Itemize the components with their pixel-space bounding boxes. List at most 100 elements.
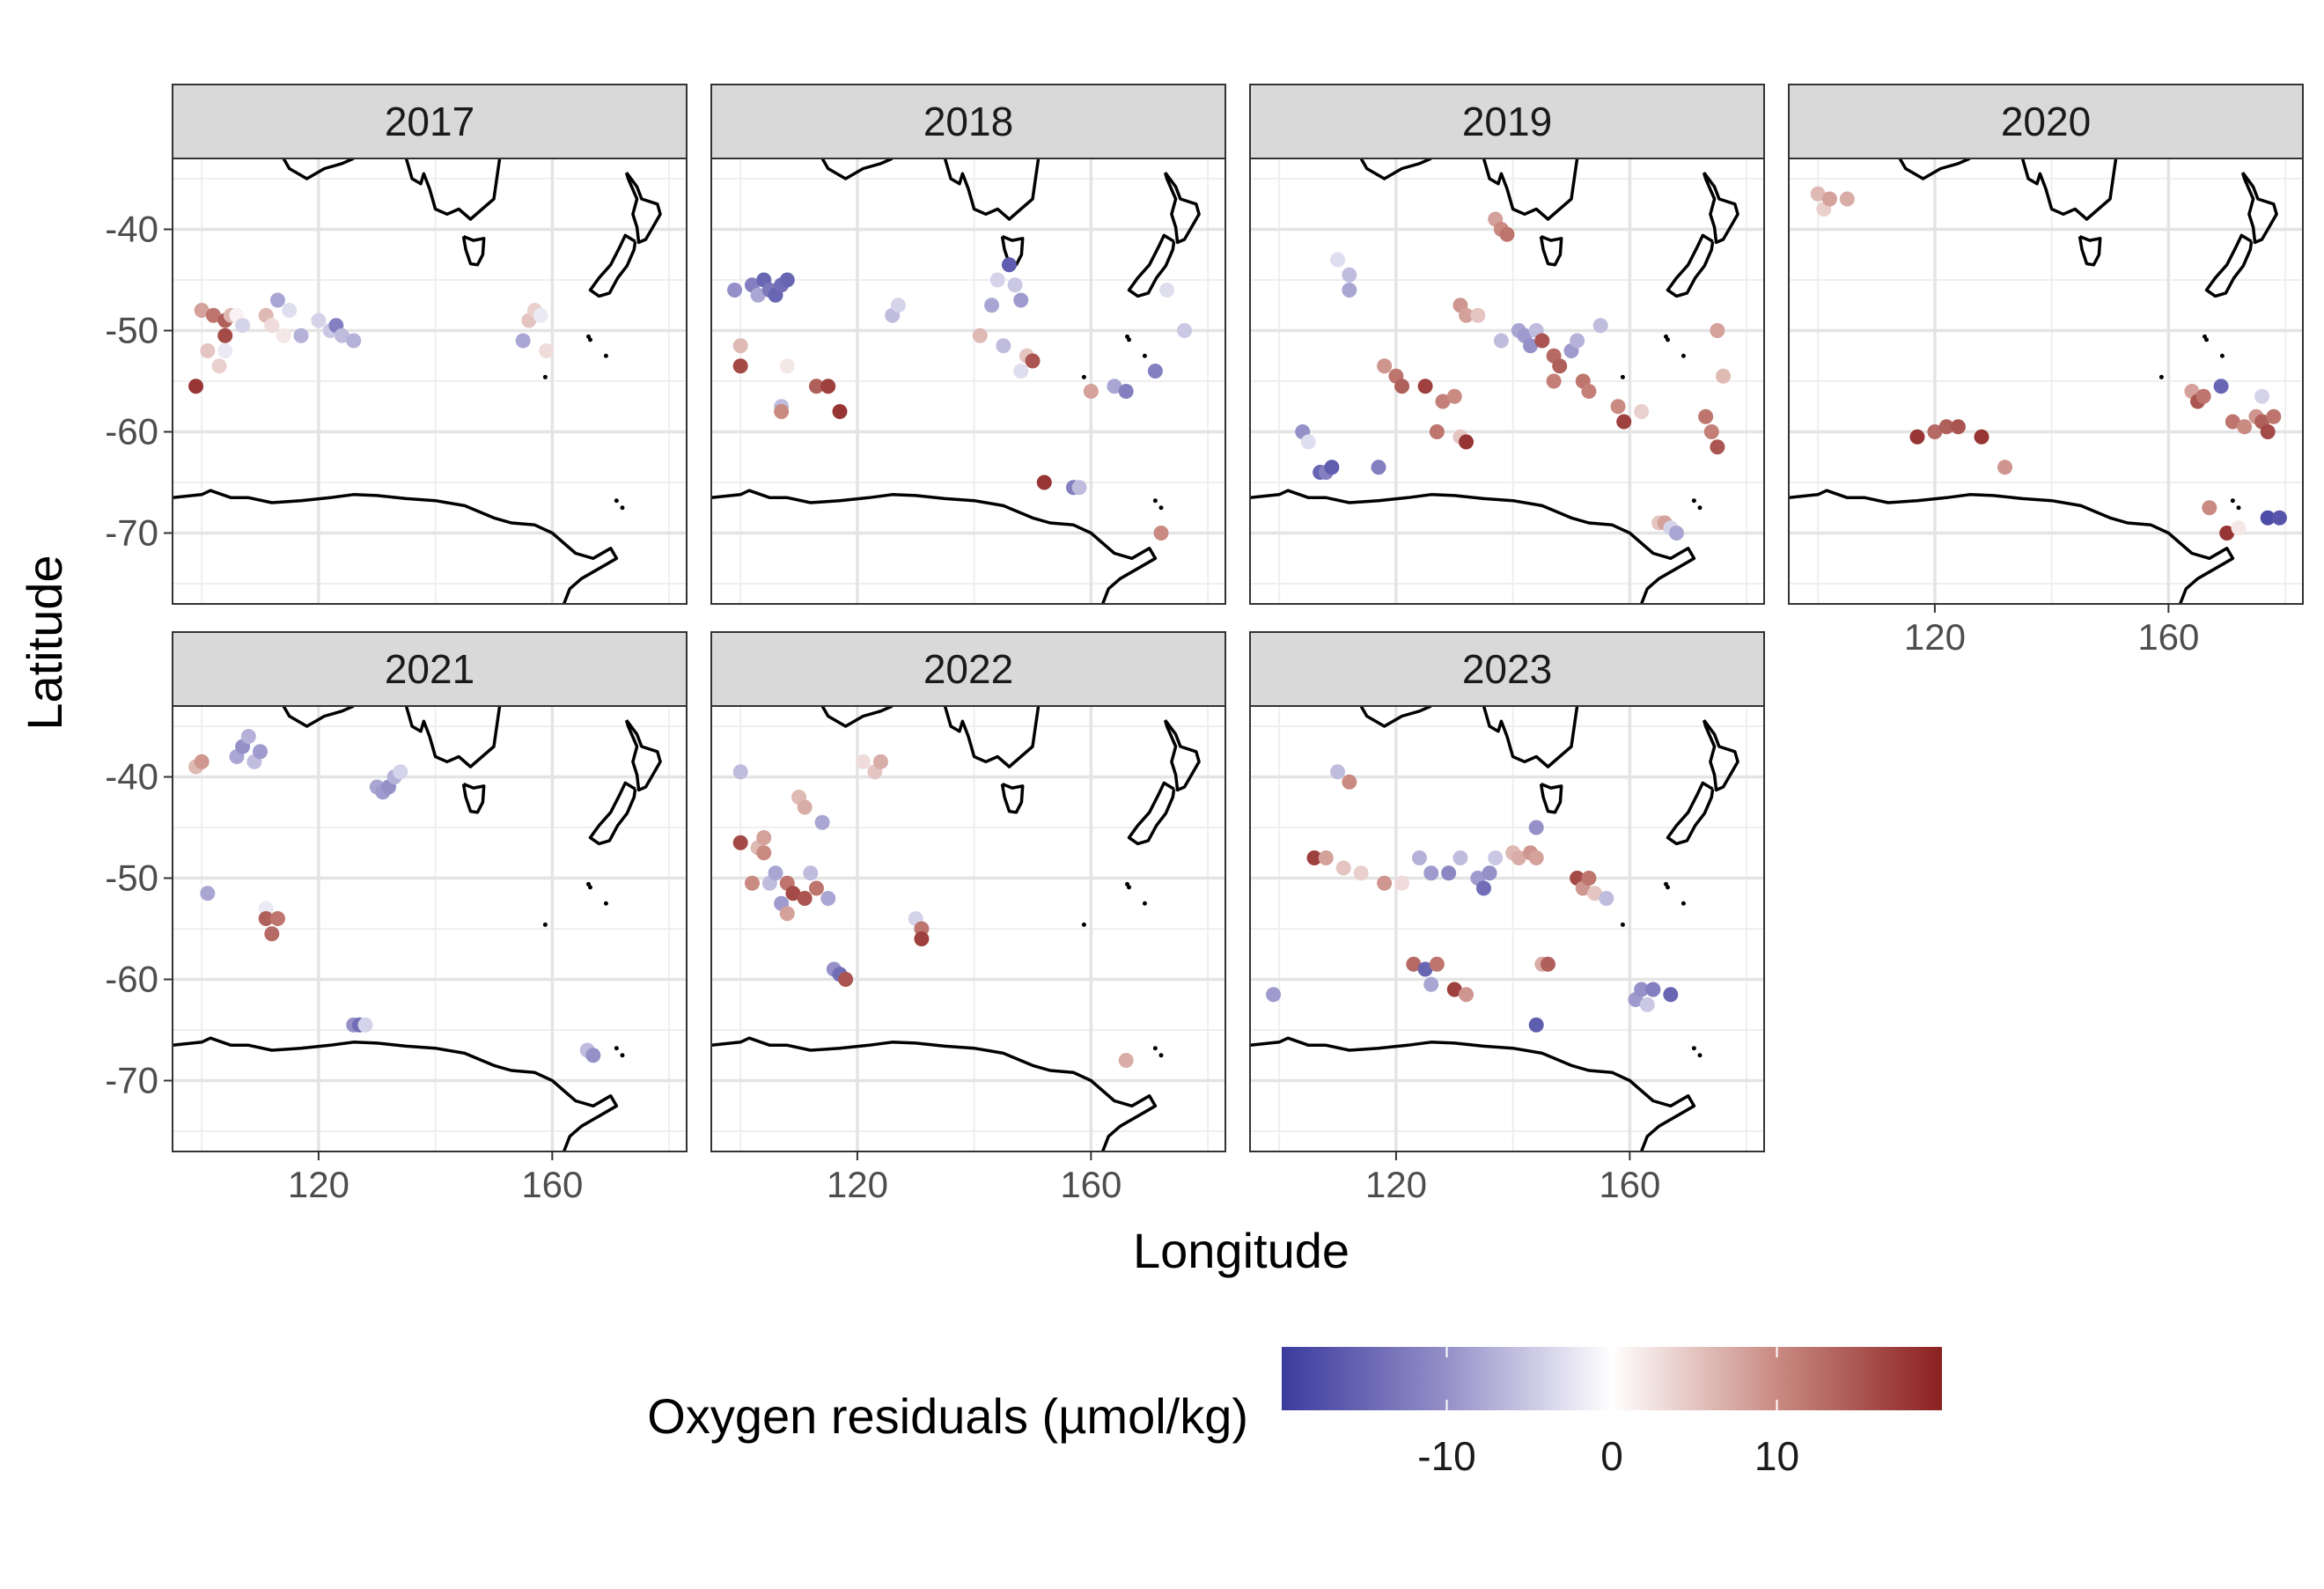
data-point — [2231, 520, 2247, 536]
facet-strip-label: 2023 — [1462, 646, 1552, 692]
coastline-australia-south — [820, 158, 894, 180]
coastline-nz-north — [1702, 172, 1739, 245]
facet-strip-label: 2017 — [385, 99, 474, 144]
island — [1127, 337, 1131, 342]
data-point — [2254, 388, 2270, 404]
data-point — [1342, 267, 1357, 283]
coastline-antarctica — [1789, 489, 2235, 604]
data-point — [1528, 850, 1544, 865]
legend-title: Oxygen residuals (µmol/kg) — [647, 1388, 1248, 1444]
island — [542, 374, 548, 379]
data-point — [756, 830, 772, 845]
coastline-tasmania — [2078, 234, 2102, 267]
facet-panel-2021: 2021 -40 -50 -60 -70 120 160 — [105, 631, 688, 1205]
data-point — [235, 318, 251, 334]
coastline-antarctica — [1250, 489, 1696, 604]
data-point — [240, 729, 256, 744]
coastline-nz-north — [624, 172, 662, 245]
island — [1680, 901, 1686, 906]
island — [588, 885, 592, 890]
coastline-nz-north — [624, 719, 662, 792]
data-point — [1710, 323, 1725, 338]
data-point — [1540, 956, 1555, 972]
data-point — [838, 972, 854, 987]
data-point — [217, 343, 233, 358]
data-point — [269, 292, 285, 308]
panel-border — [172, 158, 688, 605]
data-point — [1429, 424, 1445, 439]
facet-strip — [1249, 84, 1765, 159]
data-point — [1377, 358, 1393, 374]
panel-border — [172, 705, 688, 1152]
colorbar-tick-label: 10 — [1754, 1433, 1799, 1479]
data-point — [194, 303, 210, 318]
data-point — [1446, 388, 1462, 404]
coastline-tasmania — [1539, 234, 1563, 267]
data-point — [1342, 774, 1357, 790]
coastline-antarctica — [711, 1036, 1158, 1151]
x-tick-label: 160 — [1060, 1164, 1122, 1205]
data-point — [1839, 191, 1855, 207]
data-point — [357, 1017, 373, 1033]
data-point — [276, 327, 291, 343]
data-point — [1938, 419, 1954, 435]
data-point — [515, 333, 531, 349]
data-point — [1499, 226, 1515, 242]
facet-strip — [172, 84, 688, 159]
data-point — [1534, 333, 1550, 349]
data-point — [1435, 394, 1451, 409]
island — [1666, 885, 1670, 890]
coastline-nz-south — [1666, 781, 1715, 846]
island — [614, 498, 619, 504]
data-point — [914, 931, 930, 946]
facet-strip-label: 2018 — [923, 99, 1013, 144]
panel-border — [710, 158, 1226, 605]
data-point — [2260, 424, 2276, 439]
data-point — [1335, 860, 1351, 876]
data-point — [803, 865, 819, 881]
data-point — [200, 343, 216, 358]
panel-content — [173, 706, 687, 1151]
data-point — [1107, 379, 1122, 394]
data-point — [1950, 419, 1966, 435]
data-point — [1997, 460, 2013, 475]
data-point — [1587, 886, 1603, 901]
data-point — [585, 1048, 601, 1063]
data-point — [188, 379, 204, 394]
y-tick-label: -40 — [105, 209, 158, 250]
data-point — [539, 343, 555, 358]
coastline-antarctica — [173, 489, 619, 604]
panel-content — [173, 158, 687, 604]
data-point — [1668, 526, 1684, 541]
data-point — [820, 379, 836, 394]
facet-strip-label: 2021 — [385, 646, 474, 692]
coastline-australia-east — [943, 706, 1041, 769]
coastline-australia-south — [1898, 158, 1971, 180]
data-point — [258, 911, 274, 926]
y-tick-label: -40 — [105, 756, 158, 798]
data-point — [1810, 186, 1826, 202]
data-point — [1645, 982, 1661, 997]
data-point — [984, 298, 1000, 313]
data-point — [533, 307, 548, 323]
data-point — [779, 906, 795, 922]
data-point — [293, 327, 309, 343]
data-point — [732, 358, 748, 374]
data-point — [1406, 956, 1422, 972]
data-point — [1153, 526, 1169, 541]
coastline-australia-east — [943, 158, 1041, 221]
panel-content — [1789, 158, 2303, 604]
data-point — [727, 283, 743, 298]
data-point — [1511, 850, 1526, 865]
data-point — [1546, 373, 1562, 389]
data-point — [1592, 318, 1608, 334]
data-point — [2195, 388, 2211, 404]
data-point — [217, 327, 233, 343]
colorbar-legend: Oxygen residuals (µmol/kg) -10 0 10 — [647, 1347, 1942, 1479]
panel-content — [1250, 158, 1764, 604]
data-point — [814, 814, 830, 830]
island — [542, 922, 548, 927]
data-point — [2213, 379, 2229, 394]
data-point — [1493, 333, 1509, 349]
